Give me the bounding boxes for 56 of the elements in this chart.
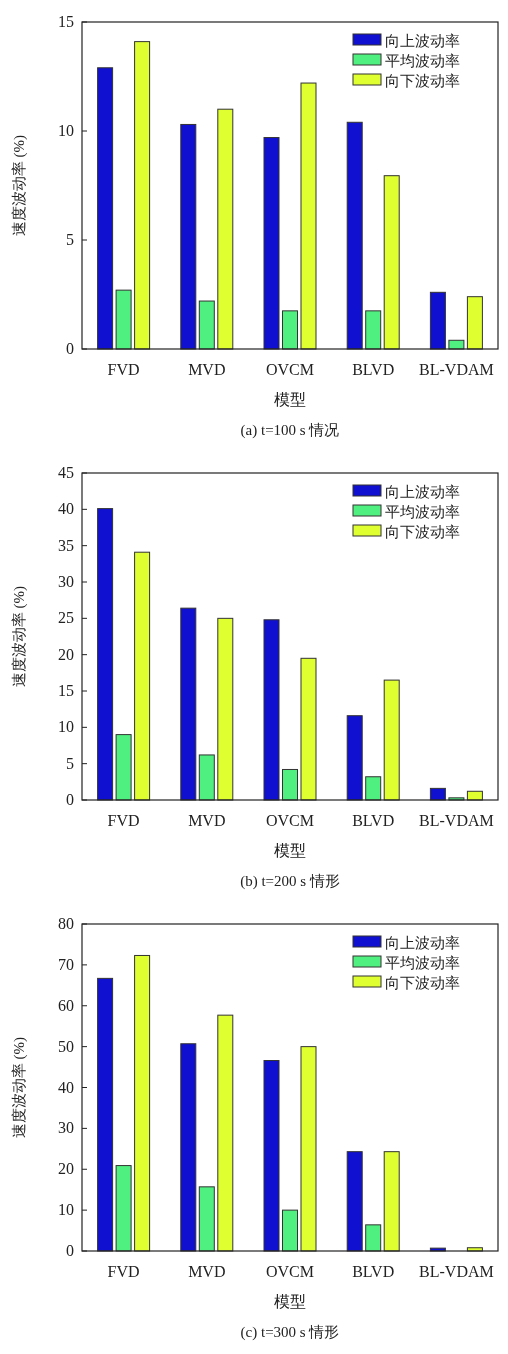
y-tick-label: 30 (58, 1119, 74, 1137)
x-tick-label: MVD (188, 1263, 226, 1280)
y-axis-title: 速度波动率 (%) (11, 585, 28, 688)
x-tick-label: MVD (188, 361, 226, 378)
legend-label: 平均波动率 (385, 955, 460, 971)
y-tick-label: 60 (58, 996, 74, 1014)
y-tick-label: 15 (58, 13, 74, 30)
x-tick-label: BL-VDAM (419, 1263, 494, 1280)
x-tick-label: FVD (107, 361, 140, 378)
y-tick-label: 80 (58, 915, 74, 932)
x-tick-label: FVD (107, 1263, 140, 1280)
x-tick-label: BLVD (352, 1263, 395, 1280)
x-tick-label: BL-VDAM (419, 812, 494, 829)
y-axis-title: 速度波动率 (%) (11, 1036, 28, 1139)
x-axis-title: 模型 (274, 842, 306, 859)
legend-label: 平均波动率 (385, 53, 460, 69)
x-tick-label: OVCM (265, 1263, 315, 1280)
y-tick-label: 40 (58, 1078, 74, 1096)
text: (a) t=100 s 情况 (240, 422, 340, 439)
x-tick-label: BL-VDAM (419, 361, 494, 378)
y-tick-label: 50 (58, 1037, 74, 1055)
x-tick-label: OVCM (265, 361, 315, 378)
y-tick-label: 35 (58, 536, 74, 554)
y-axis-title: 速度波动率 (%) (11, 134, 28, 237)
y-tick-label: 20 (58, 1160, 74, 1178)
y-tick-label: 10 (58, 122, 74, 139)
y-tick-label: 5 (66, 754, 74, 772)
y-tick-label: 10 (58, 1201, 74, 1219)
y-tick-label: 45 (58, 464, 74, 481)
x-tick-label: FVD (107, 812, 140, 829)
y-tick-label: 15 (58, 682, 74, 699)
y-tick-label: 70 (58, 955, 74, 973)
x-tick-label: BLVD (352, 812, 395, 829)
text: (c) t=300 s 情形 (240, 1324, 340, 1341)
legend-label: 向上波动率 (385, 935, 460, 951)
y-tick-label: 40 (58, 500, 74, 518)
x-axis-title: 模型 (274, 1293, 306, 1310)
x-axis-title: 模型 (274, 391, 306, 408)
y-tick-label: 10 (58, 718, 74, 736)
legend-label: 向下波动率 (385, 524, 460, 540)
y-tick-label: 0 (66, 340, 74, 357)
legend-label: 向下波动率 (385, 73, 460, 89)
legend-label: 向上波动率 (385, 33, 460, 49)
text: (b) t=200 s 情形 (240, 873, 340, 890)
legend-label: 平均波动率 (385, 504, 460, 520)
y-tick-label: 20 (58, 645, 74, 663)
y-tick-label: 5 (66, 231, 74, 248)
legend-label: 向下波动率 (385, 975, 460, 991)
y-tick-label: 0 (66, 1242, 74, 1259)
x-tick-label: MVD (188, 812, 226, 829)
y-tick-label: 0 (66, 791, 74, 808)
y-tick-label: 30 (58, 573, 74, 590)
legend-label: 向上波动率 (385, 484, 460, 500)
y-tick-label: 25 (58, 609, 74, 627)
x-tick-label: BLVD (352, 361, 395, 378)
x-tick-label: OVCM (265, 812, 315, 829)
